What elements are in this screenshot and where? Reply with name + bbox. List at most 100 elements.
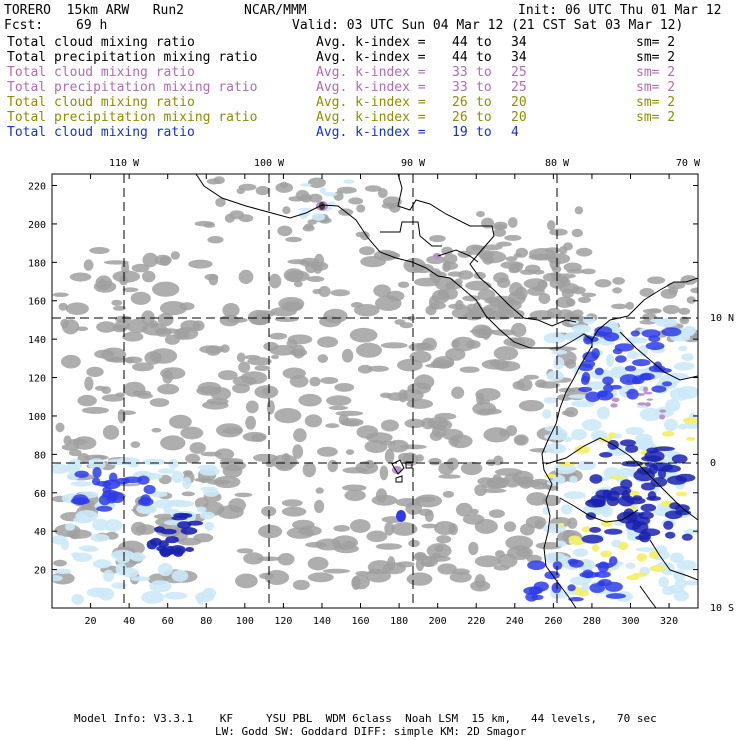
cloud-lightblue-patch bbox=[549, 428, 568, 441]
cloud-gray-patch bbox=[505, 535, 534, 551]
legend-smoothing: sm= 2 bbox=[636, 110, 676, 125]
cloud-gray-patch bbox=[282, 367, 306, 380]
legend-smoothing: sm= 2 bbox=[636, 95, 676, 110]
cloud-blue-patch bbox=[640, 503, 657, 512]
latitude-label: 10 N bbox=[710, 313, 734, 324]
cloud-gray-patch bbox=[537, 279, 548, 290]
legend-avg-label: Avg. k-index = bbox=[316, 80, 434, 95]
cloud-gray-patch bbox=[355, 461, 379, 475]
cloud-gray-patch bbox=[196, 385, 222, 396]
cloud-blue-patch bbox=[645, 341, 665, 351]
cloud-gray-patch bbox=[122, 287, 139, 293]
cloud-gray-patch bbox=[398, 452, 413, 462]
cloud-blue-patch bbox=[594, 367, 604, 376]
cloud-gray-patch bbox=[566, 298, 576, 307]
cloud-blue-patch bbox=[173, 512, 190, 519]
cloud-gray-patch bbox=[424, 509, 434, 522]
cloud-gray-patch bbox=[546, 307, 562, 319]
cloud-blue-patch bbox=[523, 586, 542, 595]
cloud-lightblue-patch bbox=[552, 474, 566, 485]
precip-yellow-patch bbox=[661, 430, 675, 437]
cloud-gray-patch bbox=[194, 497, 209, 510]
cloud-blue-patch bbox=[621, 460, 643, 467]
cloud-lightblue-patch bbox=[52, 575, 63, 582]
cloud-gray-patch bbox=[285, 236, 302, 243]
cloud-gray-patch bbox=[527, 286, 545, 296]
cloud-lightblue-patch bbox=[674, 578, 688, 588]
cloud-gray-patch bbox=[468, 541, 479, 556]
cloud-gray-patch bbox=[306, 276, 325, 282]
cloud-lightblue-patch bbox=[68, 458, 83, 471]
cloud-lightblue-patch bbox=[98, 587, 115, 601]
cloud-lightblue-patch bbox=[103, 569, 115, 582]
cloud-gray-patch bbox=[377, 188, 388, 199]
precip-purple-patch bbox=[659, 414, 666, 420]
cloud-gray-patch bbox=[251, 433, 266, 442]
longitude-label: 70 W bbox=[676, 158, 701, 169]
cloud-gray-patch bbox=[292, 579, 310, 591]
cloud-gray-patch bbox=[384, 448, 395, 464]
cloud-gray-patch bbox=[356, 342, 382, 358]
cloud-gray-patch bbox=[482, 244, 503, 251]
cloud-gray-patch bbox=[344, 489, 366, 502]
cloud-blue-patch bbox=[651, 385, 667, 393]
lat-lon-grid bbox=[52, 174, 698, 608]
cloud-gray-patch bbox=[203, 222, 216, 228]
cloud-blue-patch bbox=[582, 351, 599, 362]
cloud-lightblue-patch bbox=[596, 406, 611, 420]
cloud-blue-patch bbox=[615, 355, 627, 363]
cloud-gray-patch bbox=[304, 414, 323, 428]
cloud-lightblue-patch bbox=[605, 353, 615, 367]
cloud-gray-patch bbox=[61, 354, 81, 369]
cloud-gray-patch bbox=[415, 496, 436, 503]
cloud-core bbox=[319, 202, 325, 210]
precip-yellow-patch bbox=[636, 553, 647, 562]
cloud-blue-patch bbox=[664, 510, 683, 520]
cloud-gray-patch bbox=[298, 525, 322, 536]
cloud-gray-patch bbox=[380, 419, 399, 432]
cloud-gray-patch bbox=[141, 323, 168, 336]
cloud-gray-patch bbox=[612, 277, 625, 285]
cloud-blue-patch bbox=[626, 497, 646, 505]
cloud-gray-patch bbox=[690, 287, 698, 294]
cloud-lightblue-patch bbox=[142, 458, 166, 466]
legend-from-value: 19 bbox=[452, 125, 468, 140]
cloud-lightblue-patch bbox=[319, 187, 327, 194]
longitude-label: 80 W bbox=[545, 158, 570, 169]
cloud-gray-patch bbox=[135, 524, 156, 535]
cloud-gray-patch bbox=[460, 461, 483, 476]
cloud-lightblue-patch bbox=[678, 345, 688, 351]
galapagos-island bbox=[395, 475, 403, 483]
cloud-gray-patch bbox=[68, 438, 88, 446]
cloud-gray-patch bbox=[112, 305, 126, 311]
cloud-gray-patch bbox=[160, 367, 186, 380]
x-tick-label: 60 bbox=[162, 616, 174, 627]
cloud-gray-patch bbox=[505, 425, 518, 437]
cloud-lightblue-patch bbox=[343, 179, 355, 184]
cloud-gray-patch bbox=[53, 559, 67, 567]
cloud-gray-patch bbox=[391, 522, 418, 536]
cloud-blue-patch bbox=[661, 381, 673, 387]
cloud-gray-patch bbox=[111, 299, 123, 306]
cloud-gray-patch bbox=[366, 530, 388, 543]
coastline-gulf bbox=[397, 174, 577, 327]
cloud-blue-patch bbox=[641, 455, 662, 462]
cloud-gray-patch bbox=[86, 366, 104, 377]
cloud-lightblue-patch bbox=[182, 477, 192, 489]
cloud-gray-patch bbox=[295, 189, 310, 201]
precip-yellow-patch bbox=[675, 491, 688, 497]
x-tick-label: 100 bbox=[236, 616, 254, 627]
cloud-gray-patch bbox=[437, 563, 457, 575]
cloud-gray-patch bbox=[307, 556, 329, 571]
fcst-label: Fcst: bbox=[4, 18, 44, 33]
cloud-gray-patch bbox=[271, 354, 279, 360]
cloud-gray-patch bbox=[152, 281, 180, 297]
cloud-gray-patch bbox=[437, 289, 449, 301]
y-tick-label: 140 bbox=[28, 335, 46, 346]
plot-frame bbox=[51, 173, 699, 609]
cloud-gray-patch bbox=[508, 267, 520, 274]
cloud-blue-patch bbox=[650, 477, 668, 488]
cloud-gray-patch bbox=[157, 312, 174, 327]
cloud-gray-patch bbox=[426, 543, 452, 559]
cloud-gray-patch bbox=[222, 464, 243, 478]
